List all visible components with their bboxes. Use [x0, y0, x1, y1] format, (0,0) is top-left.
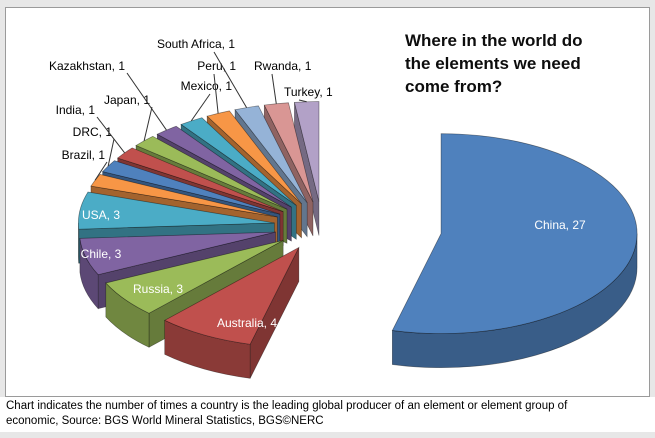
slice-top-face	[234, 105, 308, 203]
chart-title: Where in the world do the elements we ne…	[405, 31, 583, 96]
pie-slice-china	[391, 133, 638, 368]
label-leader-line	[96, 116, 125, 154]
slice-cut-face	[249, 247, 300, 379]
label-leader-line	[94, 161, 108, 181]
slice-label-brazil: Brazil, 1	[62, 148, 106, 162]
label-leader-line	[190, 93, 211, 122]
slice-label-turkey: Turkey, 1	[284, 85, 333, 99]
slice-top-face	[79, 231, 276, 276]
slice-label-japan: Japan, 1	[104, 93, 150, 107]
slice-top-face	[293, 101, 320, 202]
slice-top-face	[263, 102, 314, 203]
caption-line-1: Chart indicates the number of times a co…	[6, 400, 568, 412]
slice-top-face	[116, 147, 284, 212]
slice-label-india: India, 1	[56, 103, 96, 117]
slice-label-russia: Russia, 3	[133, 282, 183, 296]
slice-label-south-africa: South Africa, 1	[157, 37, 235, 51]
label-leader-line	[213, 73, 219, 114]
slice-label-kazakhstan: Kazakhstan, 1	[49, 59, 125, 73]
slice-top-face	[135, 135, 288, 210]
label-leader-line	[298, 99, 307, 103]
slice-label-mexico: Mexico, 1	[181, 79, 233, 93]
slice-label-australia: Australia, 4	[217, 316, 277, 330]
label-leader-line	[143, 106, 153, 141]
slice-label-rwanda: Rwanda, 1	[254, 59, 312, 73]
label-leader-line	[107, 138, 115, 167]
slice-label-chile: Chile, 3	[81, 247, 122, 261]
slice-top-face	[105, 240, 284, 314]
slice-label-usa: USA, 3	[82, 208, 120, 222]
slice-top-face	[78, 191, 275, 230]
label-leader-line	[271, 73, 277, 104]
label-leader-line	[126, 72, 167, 131]
slice-label-drc: DRC, 1	[73, 125, 113, 139]
chart-caption: Chart indicates the number of times a co…	[0, 397, 655, 432]
slice-label-peru: Peru, 1	[197, 59, 236, 73]
pie-slice-australia	[163, 246, 300, 379]
caption-line-2: economic, Source: BGS World Mineral Stat…	[6, 414, 324, 427]
label-leader-line	[213, 51, 248, 108]
slice-top-face	[180, 117, 297, 206]
slice-label-china: China, 27	[534, 218, 586, 232]
slice-top-face	[391, 133, 638, 335]
slice-top-face	[163, 246, 300, 345]
